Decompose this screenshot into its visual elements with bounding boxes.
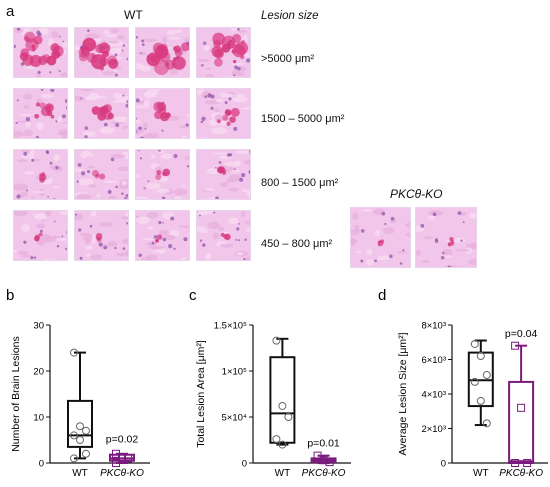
micrograph-tile: [196, 210, 251, 261]
chart-c: c Total Lesion Area [μm²] 0 5×10⁴ 1×10⁵ 1.5×1…: [189, 287, 351, 479]
data-point: [70, 454, 78, 463]
micrograph-tile: [196, 88, 251, 139]
y-tick-label: 6×10³: [421, 355, 446, 366]
iqr-box: [269, 356, 296, 444]
panel-a-letter: a: [6, 3, 15, 20]
data-point: [319, 456, 328, 465]
panel-letter: c: [189, 287, 197, 304]
data-point: [118, 454, 126, 463]
ko-micrograph-grid: [350, 207, 478, 269]
y-tick-label: 30: [33, 321, 44, 332]
y-axis-label: Average Lesion Size [μm²]: [397, 332, 409, 455]
box-ko: [310, 451, 337, 467]
micrograph-tile: [135, 149, 190, 200]
y-tick-label: 5×10⁴: [222, 413, 247, 424]
iqr-box: [508, 380, 535, 464]
y-tick-label: 20: [33, 367, 44, 378]
data-point: [511, 459, 520, 467]
box-ko: [109, 449, 135, 467]
data-point: [112, 449, 120, 458]
micrograph-tile: [196, 149, 251, 200]
micrograph-tile: [135, 88, 190, 139]
y-tick-label: 1.5×10⁵: [214, 321, 247, 332]
data-point: [272, 336, 281, 345]
box-wt: [67, 348, 93, 463]
p-value: p=0.01: [307, 437, 340, 449]
micrograph-tile: [13, 27, 68, 78]
y-tick-label: 2×10³: [421, 424, 446, 435]
chart-b: b Number of Brain Lesions 0 10 20 30 WT PKCθ-KO…: [6, 287, 150, 479]
y-tick-label: 4×10³: [421, 390, 446, 401]
data-point: [476, 352, 485, 361]
wt-micrograph-grid: [13, 27, 257, 271]
data-point: [82, 426, 90, 435]
p-value: p=0.04: [505, 328, 538, 340]
micrograph-tile: [74, 27, 129, 78]
data-point: [76, 422, 84, 431]
row-label-3: 800 – 1500 μm²: [261, 177, 339, 189]
x-tick-label: WT: [72, 468, 88, 479]
micrograph-tile: [13, 88, 68, 139]
data-point: [482, 371, 491, 380]
data-point: [482, 419, 491, 428]
lesion-size-header: Lesion size: [261, 10, 319, 22]
ko-micrograph-tile: [415, 207, 477, 268]
box-wt: [467, 339, 494, 428]
y-tick-label: 0: [39, 459, 44, 470]
x-tick-label: PKCθ-KO: [302, 468, 346, 479]
y-axis-label: Total Lesion Area [μm²]: [195, 340, 207, 448]
data-point: [325, 458, 334, 467]
chart-d: d Average Lesion Size [μm²] 0 2×10³ 4×10³ 6×1…: [378, 287, 548, 479]
iqr-box: [67, 399, 93, 448]
x-tick-label: WT: [275, 468, 291, 479]
box-wt: [269, 336, 296, 449]
data-point: [284, 413, 293, 421]
data-point: [278, 401, 287, 410]
y-axis-label: Number of Brain Lesions: [10, 336, 22, 452]
panel-letter: b: [6, 287, 14, 304]
y-tick-label: 8×10³: [421, 321, 446, 332]
micrograph-tile: [74, 88, 129, 139]
data-point: [278, 440, 287, 449]
data-point: [511, 341, 520, 350]
data-point: [70, 348, 78, 357]
micrograph-tile: [196, 27, 251, 78]
micrograph-tile: [74, 149, 129, 200]
data-point: [112, 459, 120, 467]
row-label-4: 450 – 800 μm²: [261, 238, 333, 250]
data-point: [523, 459, 532, 467]
data-point: [70, 431, 78, 440]
row-label-1: >5000 μm²: [261, 53, 315, 65]
wt-title: WT: [124, 8, 143, 22]
y-tick-label: 0: [441, 459, 446, 470]
micrograph-tile: [13, 149, 68, 200]
ko-title: PKCθ-KO: [390, 187, 443, 201]
data-point: [313, 451, 322, 460]
micrograph-tile: [74, 210, 129, 261]
data-point: [272, 435, 281, 444]
row-label-2: 1500 – 5000 μm²: [261, 113, 345, 125]
data-point: [76, 436, 84, 444]
p-value: p=0.02: [106, 433, 139, 445]
y-tick-label: 1×10⁵: [222, 367, 247, 378]
x-tick-label: WT: [473, 468, 489, 479]
box-plot-charts: b Number of Brain Lesions 0 10 20 30 WT PKCθ-KO…: [6, 287, 548, 479]
panel-letter: d: [378, 287, 386, 304]
micrograph-tile: [135, 27, 190, 78]
y-tick-label: 0: [242, 459, 247, 470]
data-point: [82, 449, 90, 458]
data-point: [470, 377, 479, 386]
ko-micrograph-tile: [350, 207, 411, 268]
y-tick-label: 10: [33, 413, 44, 424]
data-point: [517, 403, 526, 412]
data-point: [476, 396, 485, 405]
x-tick-label: PKCθ-KO: [499, 468, 543, 479]
x-tick-label: PKCθ-KO: [100, 468, 144, 479]
data-point: [124, 454, 132, 463]
micrograph-tile: [135, 210, 190, 261]
data-point: [470, 339, 479, 348]
micrograph-tile: [13, 210, 68, 261]
box-ko: [508, 341, 535, 467]
